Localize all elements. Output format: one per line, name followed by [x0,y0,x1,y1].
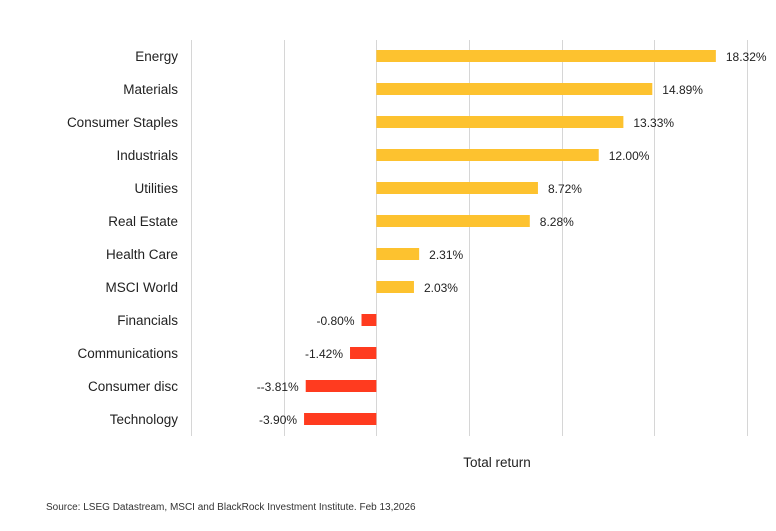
bar [376,215,530,227]
x-axis-title: Total return [463,455,531,470]
data-label: -0.80% [316,314,354,328]
bar [376,281,414,293]
bar [361,314,377,326]
category-label: Utilities [134,181,178,196]
category-label: Consumer Staples [67,115,178,130]
bar [376,116,624,128]
data-label: 18.32% [726,50,767,64]
category-label: Materials [123,82,178,97]
category-label: Technology [110,412,179,427]
data-label: 2.31% [429,248,463,262]
data-label: 14.89% [662,83,703,97]
data-label: 13.33% [633,116,674,130]
source-note: Source: LSEG Datastream, MSCI and BlackR… [46,502,416,513]
bar [376,50,716,62]
bar [376,248,420,260]
data-label: -3.90% [259,413,297,427]
data-label: 2.03% [424,281,458,295]
data-label: 8.28% [540,215,574,229]
category-label: Energy [135,49,178,64]
category-label: Industrials [116,148,178,163]
data-label: --3.81% [257,380,299,394]
bar [376,83,653,95]
category-label: Financials [117,313,178,328]
category-label: Health Care [106,247,178,262]
bar [376,182,538,194]
bar [350,347,377,359]
category-label: MSCI World [105,280,178,295]
bar [376,149,599,161]
category-label: Communications [77,346,178,361]
category-label: Real Estate [108,214,178,229]
bar [304,413,377,425]
data-label: 12.00% [609,149,650,163]
category-label: Consumer disc [88,379,178,394]
bar [305,380,377,392]
data-label: -1.42% [305,347,343,361]
data-label: 8.72% [548,182,582,196]
